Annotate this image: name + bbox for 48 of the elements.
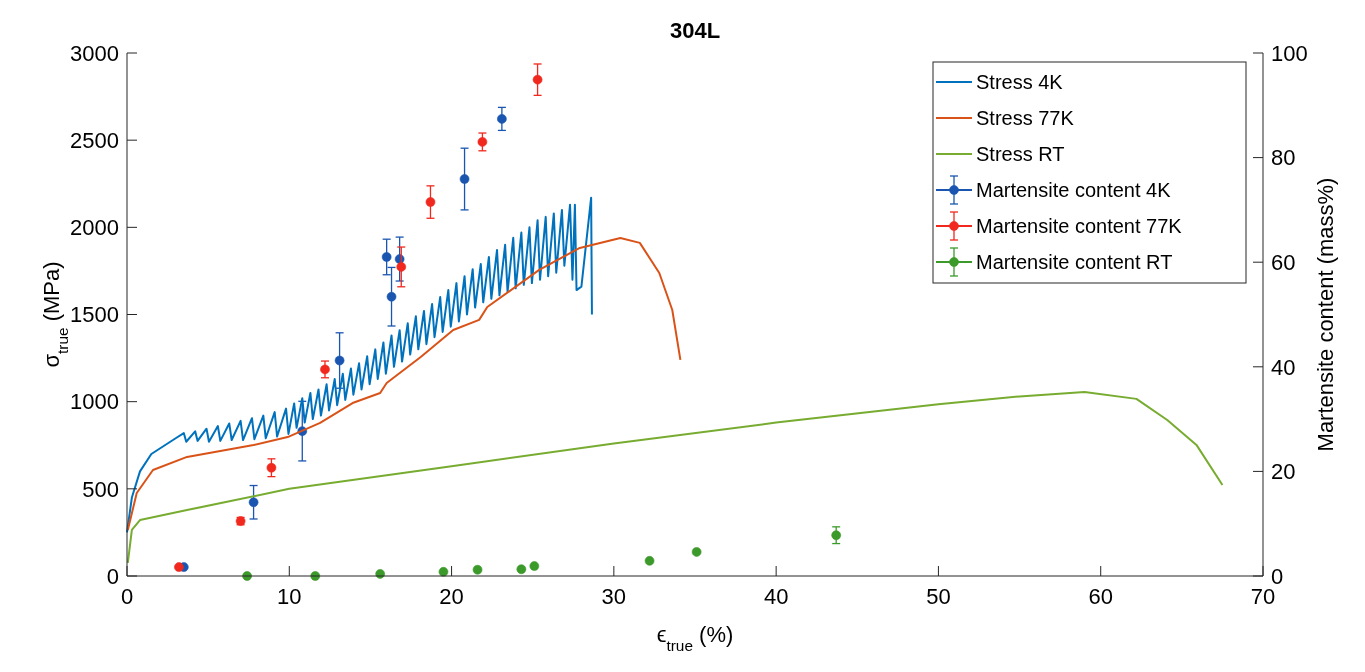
x-tick-label: 20 xyxy=(439,584,464,609)
x-axis-title: ϵ$_{true}$ (%) xyxy=(656,622,734,654)
legend-label: Martensite content 4K xyxy=(976,179,1172,201)
point xyxy=(381,251,392,262)
point xyxy=(319,364,330,375)
point xyxy=(532,74,543,85)
line-series xyxy=(126,236,682,531)
y-tick-label: 500 xyxy=(82,476,119,502)
y-tick-label: 0 xyxy=(106,563,119,589)
y-tick-label: 3000 xyxy=(70,40,119,66)
x-tick-label: 60 xyxy=(1088,584,1113,609)
y2-tick-label: 100 xyxy=(1271,40,1308,66)
y2-axis-title: Martensite content (mass%) xyxy=(1313,177,1338,452)
point xyxy=(529,561,540,572)
y2-tick-label: 40 xyxy=(1271,354,1296,380)
y-tick-label: 2500 xyxy=(70,127,119,153)
line-series xyxy=(126,390,1224,564)
point xyxy=(248,497,259,508)
point xyxy=(266,462,277,473)
y-tick-label: 2000 xyxy=(70,215,119,241)
x-tick-label: 30 xyxy=(601,584,627,609)
y2-tick-label: 80 xyxy=(1271,145,1296,171)
point xyxy=(516,564,527,575)
chart-title: 304L xyxy=(669,18,721,43)
legend-label: Stress 77K xyxy=(976,107,1075,129)
x-tick-label: 10 xyxy=(277,584,302,609)
point xyxy=(386,291,397,302)
y2-tick-label: 60 xyxy=(1271,249,1296,275)
legend-label: Martensite content RT xyxy=(976,251,1173,273)
point xyxy=(496,113,507,124)
point xyxy=(831,530,842,541)
point xyxy=(173,562,184,573)
point xyxy=(477,136,488,147)
legend-label: Stress RT xyxy=(976,143,1065,165)
point xyxy=(472,564,483,575)
point xyxy=(334,355,345,366)
legend-label: Stress 4K xyxy=(976,71,1064,93)
legend-label: Martensite content 77K xyxy=(976,215,1183,237)
y-tick-label: 1500 xyxy=(70,302,119,328)
point xyxy=(644,555,655,566)
point xyxy=(459,174,470,185)
y-tick-label: 1000 xyxy=(70,389,119,415)
x-tick-label: 40 xyxy=(763,584,789,609)
y2-tick-label: 20 xyxy=(1271,459,1296,485)
point xyxy=(425,197,436,208)
x-tick-label: 50 xyxy=(926,584,951,609)
point xyxy=(691,546,702,557)
point xyxy=(396,261,407,272)
